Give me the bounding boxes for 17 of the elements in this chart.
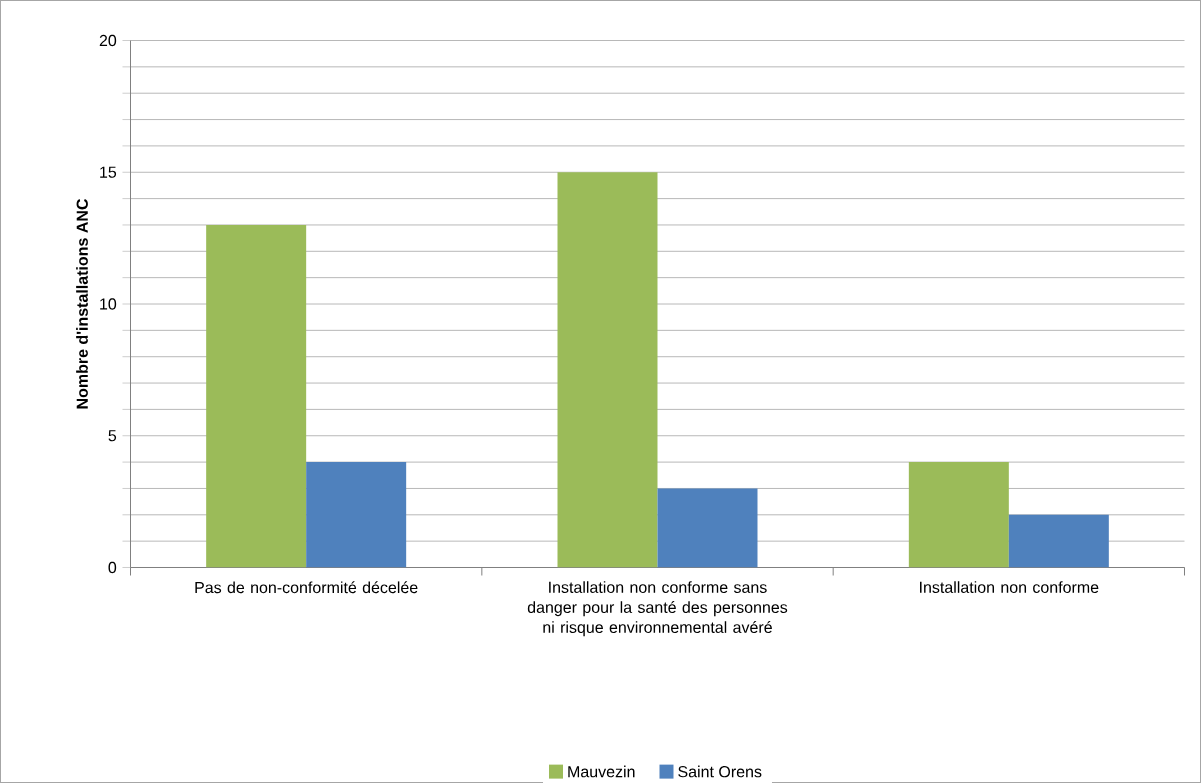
y-tick-label: 15 — [100, 166, 117, 178]
x-tick-label: Installation non conforme — [920, 581, 1099, 593]
bar — [306, 462, 407, 568]
bar — [908, 462, 1009, 568]
y-tick-label: 5 — [108, 430, 117, 442]
legend-label: Mauvezin — [568, 765, 635, 778]
bar — [1008, 514, 1109, 568]
legend-label: Saint Orens — [678, 765, 762, 778]
bar — [206, 224, 307, 568]
x-tick-label: Installation non conforme sans danger pour la santé des personnes ni risque environnemental avéré — [527, 581, 788, 637]
y-axis-title: Nombre d'installations ANC — [76, 198, 88, 409]
y-tick-label: 0 — [108, 561, 117, 574]
y-tick-label: 20 — [99, 34, 117, 47]
y-tick-label: 10 — [100, 298, 117, 310]
x-tick-label: Pas de non-conformité décelée — [195, 581, 418, 594]
bar — [557, 172, 658, 568]
bar — [657, 488, 758, 568]
